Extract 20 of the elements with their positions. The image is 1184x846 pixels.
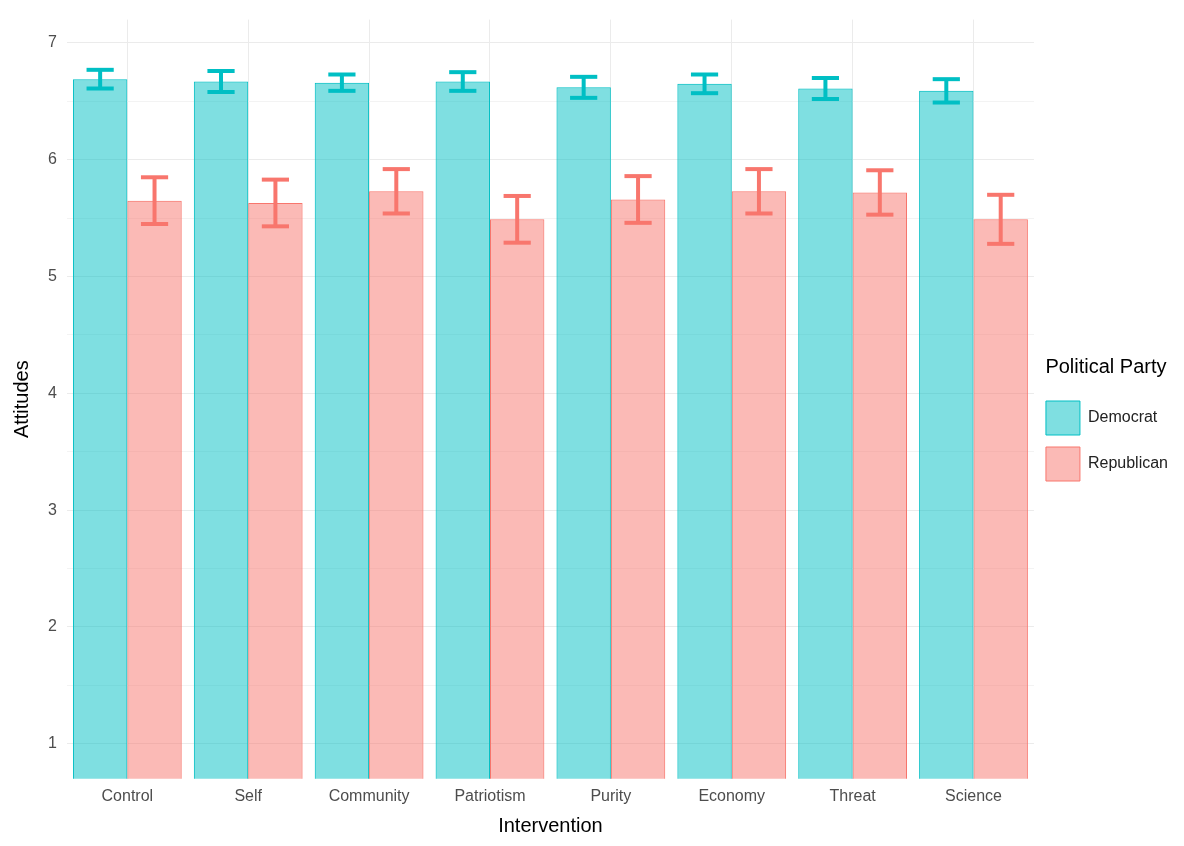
legend-label: Democrat: [1087, 408, 1158, 426]
legend-label: Republican: [1087, 454, 1169, 472]
y-tick-label: 1: [47, 734, 57, 752]
x-tick-label: Purity: [590, 786, 632, 804]
y-tick-label: 4: [47, 383, 57, 401]
legend-title: Political Party: [1045, 354, 1167, 377]
y-axis-title: Attitudes: [9, 360, 32, 439]
x-tick-label: Economy: [698, 786, 766, 804]
x-tick-label: Control: [101, 786, 154, 804]
y-tick-label: 5: [47, 266, 57, 284]
x-tick-label: Self: [234, 786, 263, 804]
x-tick-label: Community: [328, 786, 410, 804]
x-tick-label: Science: [945, 786, 1003, 804]
x-tick-label: Patriotism: [454, 786, 526, 804]
y-tick-label: 7: [47, 33, 57, 51]
y-tick-label: 2: [47, 617, 57, 635]
x-axis-title: Intervention: [498, 813, 603, 836]
y-tick-label: 6: [47, 150, 57, 168]
y-tick-label: 3: [47, 500, 57, 518]
x-tick-label: Threat: [829, 786, 877, 804]
